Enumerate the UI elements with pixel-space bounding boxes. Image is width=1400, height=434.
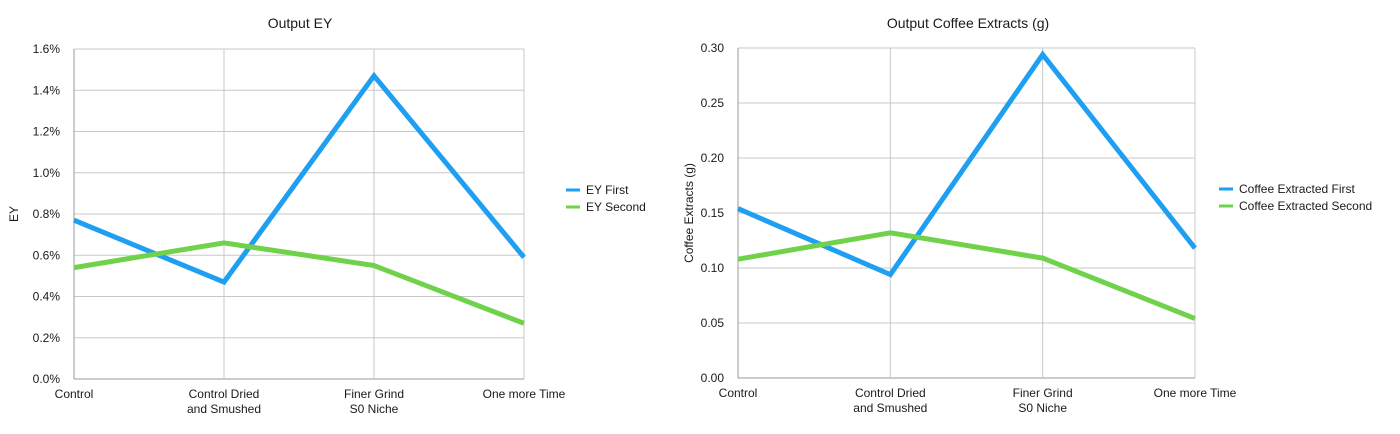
x-tick-label-line: Control Dried bbox=[855, 386, 926, 400]
x-tick-label: One more Time bbox=[483, 387, 566, 401]
x-tick-label: Control Dried and Smushed bbox=[187, 387, 261, 416]
y-tick-label: 0.8% bbox=[33, 207, 61, 221]
chart-title: Output EY bbox=[268, 15, 333, 31]
x-tick-label: Finer Grind S0 Niche bbox=[344, 387, 404, 416]
y-tick-label: 0.00 bbox=[701, 371, 725, 385]
y-tick-label: 0.10 bbox=[701, 261, 725, 275]
legend-entry: EY Second bbox=[586, 200, 646, 214]
y-tick-label: 0.25 bbox=[701, 96, 725, 110]
x-tick-label: Control Dried and Smushed bbox=[853, 386, 927, 415]
x-tick-label: Control bbox=[719, 386, 758, 400]
chart-2: Output Coffee Extracts (g) 0.00 0.05 0.10 0.… bbox=[682, 15, 1372, 415]
series-line-2 bbox=[737, 230, 1196, 321]
legend-entry: Coffee Extracted First bbox=[1239, 182, 1355, 196]
chart-1: Output EY 0.0% 0.2% 0.4% 0.6% 0.8% 1.0% 1.2% 1.4… bbox=[7, 15, 646, 416]
series-line-2 bbox=[73, 240, 525, 326]
chart-title: Output Coffee Extracts (g) bbox=[887, 15, 1049, 31]
y-tick-label: 0.2% bbox=[33, 331, 61, 345]
y-tick-label: 0.20 bbox=[701, 151, 725, 165]
y-tick-label: 0.6% bbox=[33, 248, 61, 262]
y-tick-label: 0.15 bbox=[701, 206, 725, 220]
series-line-1 bbox=[737, 50, 1197, 278]
y-tick-label: 0.05 bbox=[701, 316, 725, 330]
x-tick-label-line: Control bbox=[719, 386, 758, 400]
y-axis-label: EY bbox=[7, 206, 21, 222]
x-tick-label: Finer Grind S0 Niche bbox=[1013, 386, 1073, 415]
y-tick-label: 0.4% bbox=[33, 290, 61, 304]
x-tick-label-line: Control Dried bbox=[189, 387, 260, 401]
y-tick-label: 1.2% bbox=[33, 125, 61, 139]
y-tick-label: 1.4% bbox=[33, 83, 61, 97]
x-tick-label-line: and Smushed bbox=[853, 401, 927, 415]
x-tick-label-line: Finer Grind bbox=[1013, 386, 1073, 400]
series-line-1 bbox=[73, 71, 526, 286]
x-tick-label-line: One more Time bbox=[1154, 386, 1237, 400]
x-tick-label-line: S0 Niche bbox=[1018, 401, 1067, 415]
x-tick-label-line: S0 Niche bbox=[350, 402, 399, 416]
y-axis-label: Coffee Extracts (g) bbox=[682, 163, 696, 263]
y-tick-label: 1.6% bbox=[33, 42, 61, 56]
y-tick-label: 0.30 bbox=[701, 41, 725, 55]
legend-entry: EY First bbox=[586, 183, 629, 197]
y-tick-label: 1.0% bbox=[33, 166, 61, 180]
x-tick-label-line: One more Time bbox=[483, 387, 566, 401]
x-tick-label: Control bbox=[55, 387, 94, 401]
legend-entry: Coffee Extracted Second bbox=[1239, 199, 1372, 213]
x-tick-label: One more Time bbox=[1154, 386, 1237, 400]
y-tick-label: 0.0% bbox=[33, 372, 61, 386]
x-tick-label-line: and Smushed bbox=[187, 402, 261, 416]
x-tick-label-line: Finer Grind bbox=[344, 387, 404, 401]
x-tick-label-line: Control bbox=[55, 387, 94, 401]
